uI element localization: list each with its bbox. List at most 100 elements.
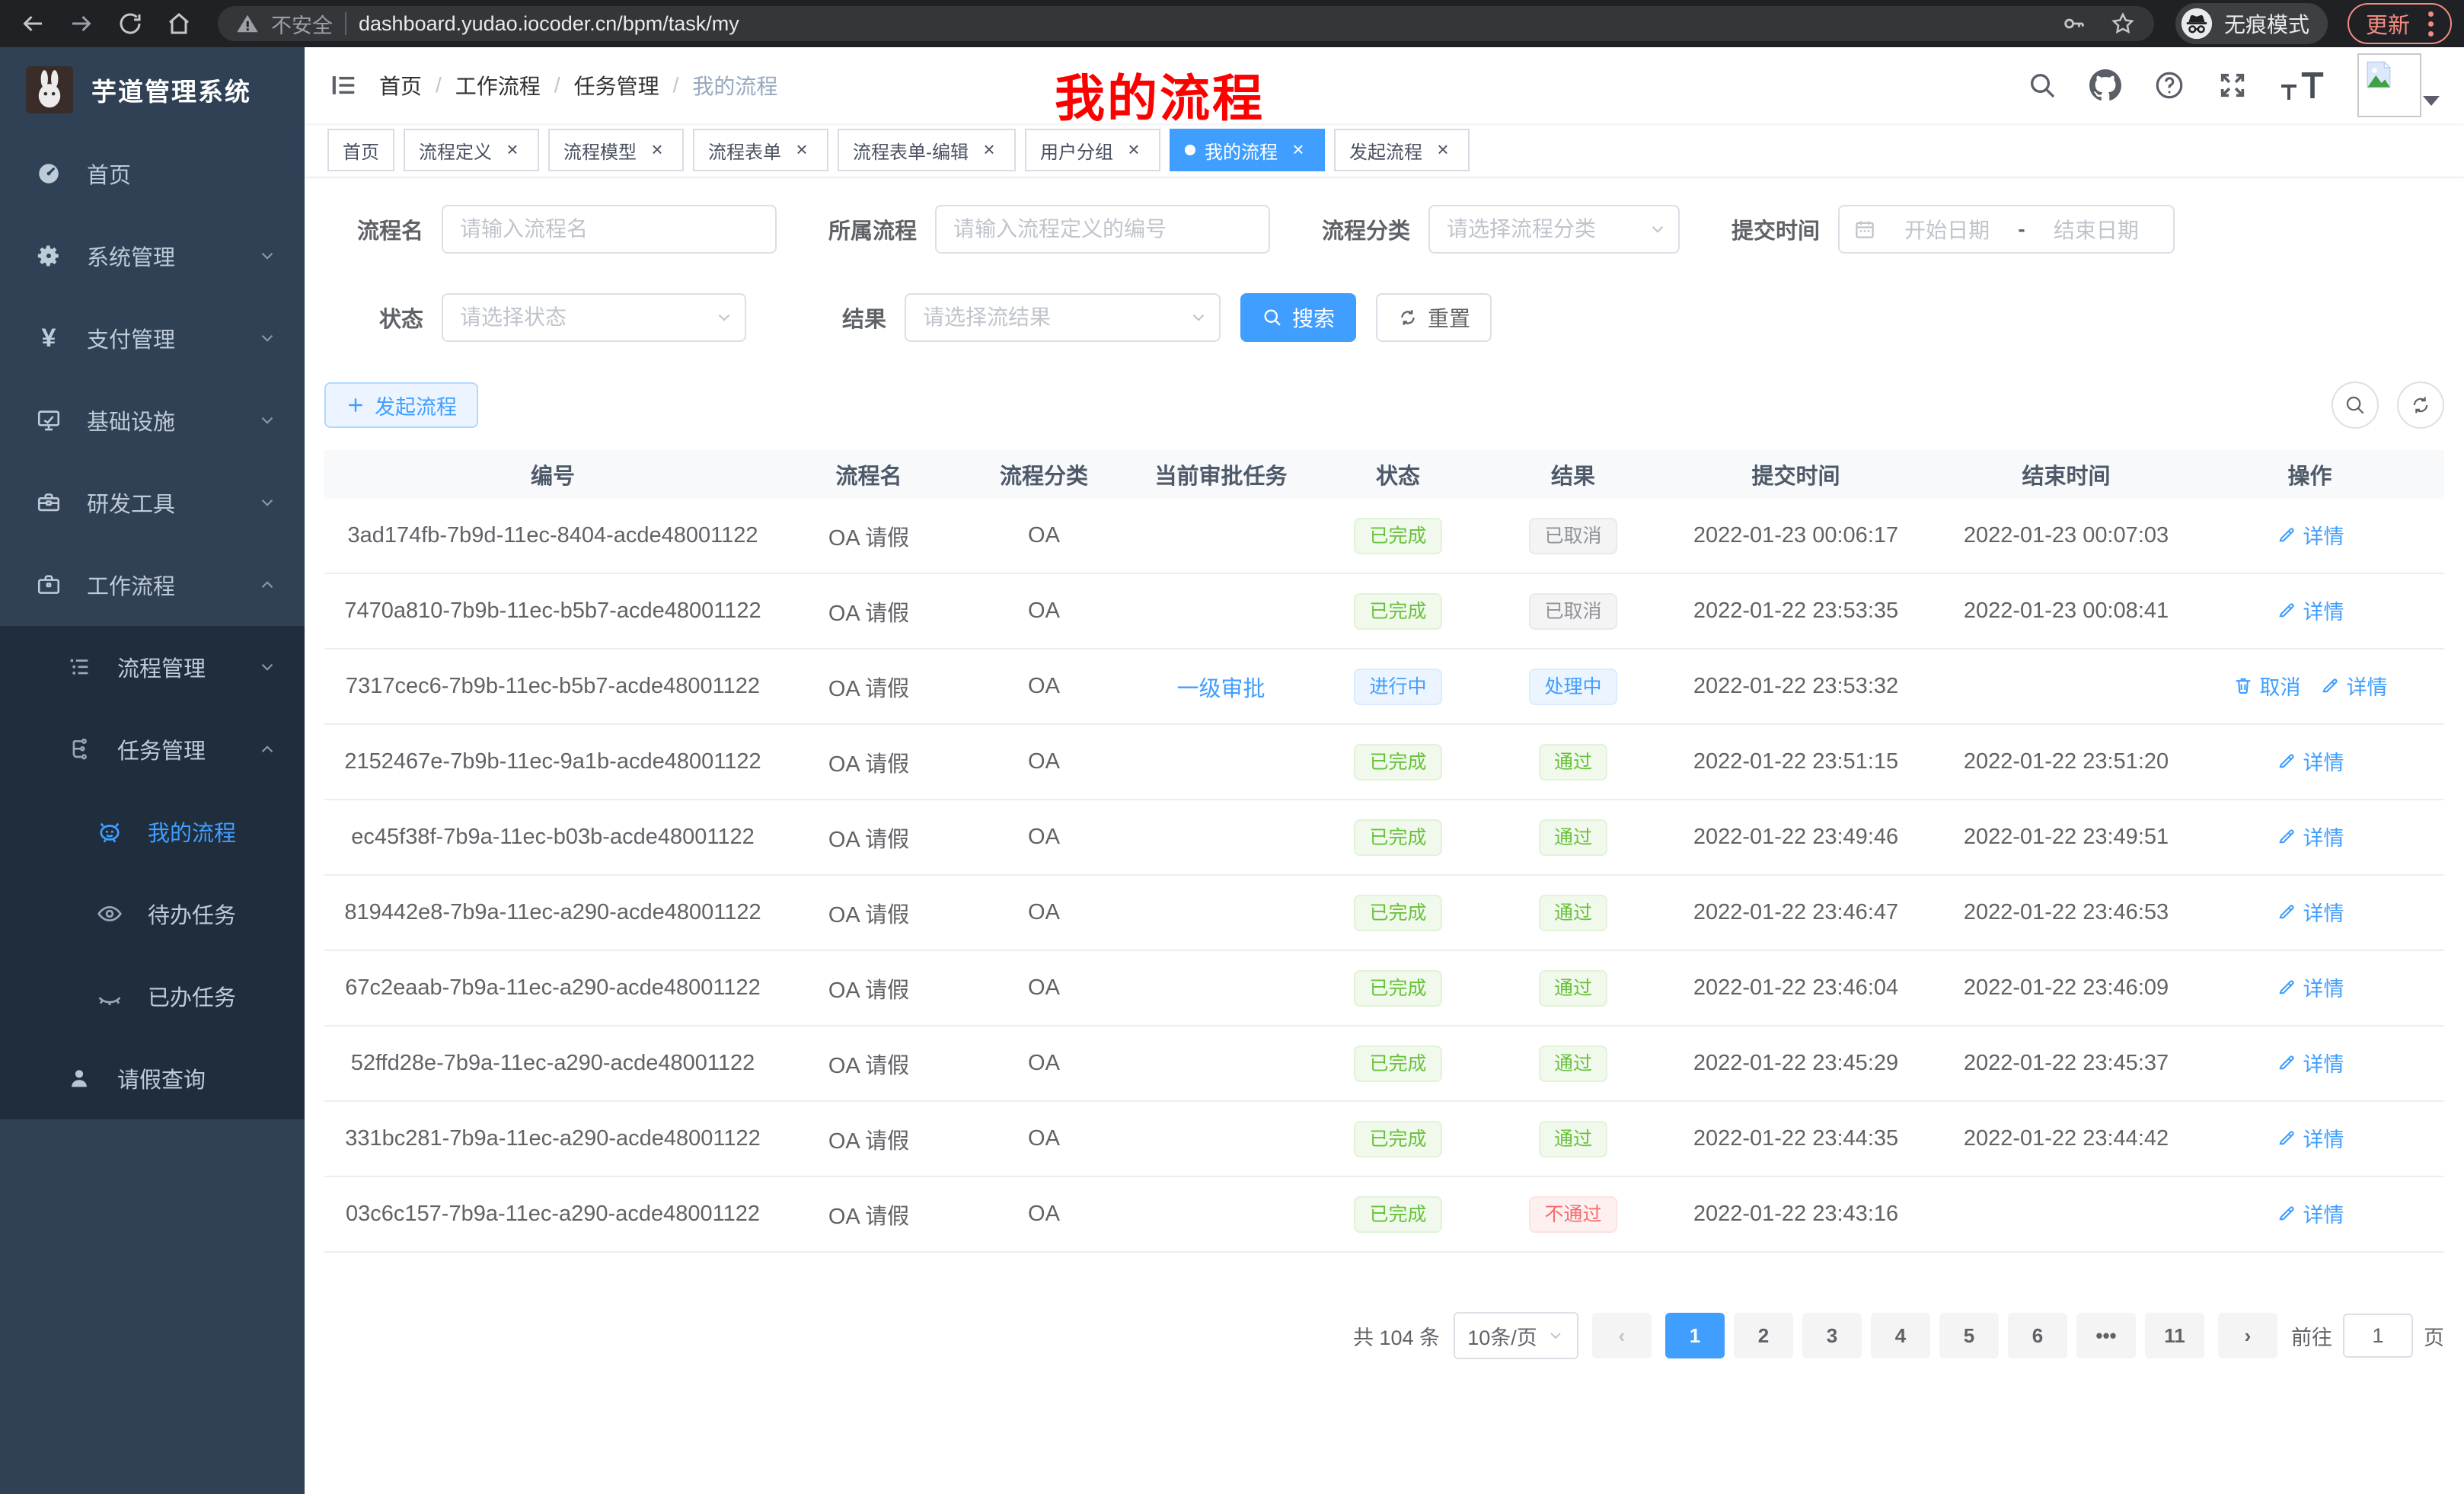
- detail-link[interactable]: 详情: [2319, 671, 2388, 701]
- tab-流程表单[interactable]: 流程表单 ×: [693, 129, 828, 171]
- tab-close-icon[interactable]: ×: [651, 138, 663, 161]
- tab-流程定义[interactable]: 流程定义 ×: [404, 129, 539, 171]
- page-button-2[interactable]: 2: [1734, 1313, 1793, 1358]
- column-header: 状态: [1375, 464, 1420, 489]
- date-range-picker[interactable]: 开始日期 - 结束日期: [1838, 205, 2175, 254]
- sidebar-item-infrastructure[interactable]: 基础设施: [0, 379, 305, 461]
- page-button-4[interactable]: 4: [1871, 1313, 1930, 1358]
- sidebar-item-todo-tasks[interactable]: 待办任务: [0, 873, 305, 955]
- next-page-button[interactable]: ›: [2218, 1313, 2277, 1358]
- page-button-6[interactable]: 6: [2008, 1313, 2067, 1358]
- column-header: 提交时间: [1751, 464, 1840, 489]
- tab-close-icon[interactable]: ×: [506, 138, 519, 161]
- sidebar-item-payment[interactable]: ¥ 支付管理: [0, 297, 305, 379]
- detail-link[interactable]: 详情: [2276, 1123, 2344, 1153]
- prev-page-button[interactable]: ‹: [1592, 1313, 1652, 1358]
- goto-page-input[interactable]: [2343, 1314, 2413, 1358]
- refresh-table-button[interactable]: [2397, 381, 2444, 429]
- page-button-3[interactable]: 3: [1802, 1313, 1862, 1358]
- search-icon[interactable]: [2027, 70, 2057, 101]
- row-status: 已完成: [1310, 969, 1486, 1007]
- range-separator: -: [2018, 217, 2025, 241]
- avatar-caret-icon[interactable]: [2423, 96, 2440, 106]
- tab-流程表单-编辑[interactable]: 流程表单-编辑 ×: [838, 129, 1016, 171]
- create-process-button[interactable]: 发起流程: [324, 382, 478, 428]
- browser-menu-icon[interactable]: [2424, 11, 2438, 37]
- sidebar-item-workflow[interactable]: 工作流程: [0, 544, 305, 626]
- sidebar-item-done-tasks[interactable]: 已办任务: [0, 955, 305, 1037]
- detail-link[interactable]: 详情: [2276, 595, 2344, 625]
- back-icon[interactable]: [12, 6, 53, 41]
- detail-link[interactable]: 详情: [2276, 1048, 2344, 1077]
- row-process-name: OA 请假: [828, 978, 910, 1003]
- category-select[interactable]: [1428, 205, 1680, 254]
- font-size-icon[interactable]: [2280, 69, 2325, 101]
- forward-icon[interactable]: [61, 6, 102, 41]
- avatar[interactable]: [2357, 53, 2421, 117]
- cancel-link[interactable]: 取消: [2233, 671, 2301, 701]
- collapse-sidebar-icon[interactable]: [329, 71, 358, 100]
- tab-close-icon[interactable]: ×: [796, 138, 808, 161]
- detail-link[interactable]: 详情: [2276, 1199, 2344, 1228]
- tab-我的流程[interactable]: 我的流程 ×: [1170, 129, 1325, 171]
- sidebar-item-devtools[interactable]: 研发工具: [0, 461, 305, 544]
- search-icon: [1264, 309, 1281, 326]
- status-select[interactable]: [442, 293, 746, 342]
- search-icon: [2346, 396, 2364, 414]
- breadcrumb-item[interactable]: 任务管理: [573, 75, 659, 98]
- key-icon[interactable]: [2061, 11, 2087, 37]
- yen-icon: ¥: [41, 323, 56, 353]
- breadcrumb-separator: /: [436, 73, 442, 97]
- row-status: 已完成: [1310, 1196, 1486, 1233]
- sidebar-item-leave-query[interactable]: 请假查询: [0, 1037, 305, 1119]
- table-row: 7470a810-7b9b-11ec-b5b7-acde48001122 OA 请…: [324, 574, 2444, 650]
- tab-首页[interactable]: 首页: [327, 129, 394, 171]
- sidebar-item-process-management[interactable]: 流程管理: [0, 626, 305, 708]
- address-bar[interactable]: 不安全 dashboard.yudao.iocoder.cn/bpm/task/…: [218, 6, 2154, 41]
- bookmark-star-icon[interactable]: [2110, 11, 2136, 37]
- reset-button[interactable]: 重置: [1376, 293, 1492, 342]
- sidebar-item-system[interactable]: 系统管理: [0, 215, 305, 297]
- search-button-label: 搜索: [1292, 307, 1336, 330]
- sidebar-item-task-management[interactable]: 任务管理: [0, 708, 305, 790]
- help-icon[interactable]: [2153, 69, 2185, 101]
- reload-icon[interactable]: [110, 6, 151, 41]
- page-button-1[interactable]: 1: [1665, 1313, 1725, 1358]
- row-status: 已完成: [1310, 819, 1486, 856]
- row-category: OA: [1028, 599, 1060, 623]
- row-category: OA: [1028, 749, 1060, 774]
- breadcrumb-item[interactable]: 工作流程: [455, 75, 541, 98]
- home-icon[interactable]: [158, 6, 199, 41]
- detail-link[interactable]: 详情: [2276, 520, 2344, 550]
- detail-link[interactable]: 详情: [2276, 746, 2344, 776]
- github-icon[interactable]: [2089, 69, 2121, 101]
- detail-link[interactable]: 详情: [2276, 972, 2344, 1002]
- row-result: 已取消: [1486, 592, 1661, 630]
- tab-流程模型[interactable]: 流程模型 ×: [548, 129, 684, 171]
- page-more-button[interactable]: •••: [2076, 1313, 2136, 1358]
- browser-update-button[interactable]: 更新: [2347, 3, 2452, 44]
- show-search-toggle-button[interactable]: [2332, 381, 2379, 429]
- page-button-5[interactable]: 5: [1939, 1313, 1999, 1358]
- page-size-select[interactable]: 10条/页: [1454, 1312, 1578, 1359]
- current-task-link[interactable]: 一级审批: [1176, 676, 1266, 701]
- detail-link[interactable]: 详情: [2276, 822, 2344, 851]
- row-category: OA: [1028, 1051, 1060, 1075]
- breadcrumb-item[interactable]: 首页: [379, 75, 423, 98]
- tab-close-icon[interactable]: ×: [983, 138, 995, 161]
- tab-用户分组[interactable]: 用户分组 ×: [1025, 129, 1160, 171]
- fullscreen-icon[interactable]: [2217, 70, 2248, 101]
- sidebar-item-my-process[interactable]: 我的流程: [0, 790, 305, 873]
- page-size-label: 10条/页: [1467, 1326, 1537, 1349]
- tab-发起流程[interactable]: 发起流程 ×: [1334, 129, 1470, 171]
- tab-close-icon[interactable]: ×: [1292, 138, 1304, 161]
- process-def-input[interactable]: [935, 205, 1270, 254]
- process-name-input[interactable]: [442, 205, 777, 254]
- result-select[interactable]: [905, 293, 1221, 342]
- search-button[interactable]: 搜索: [1240, 293, 1357, 342]
- tab-close-icon[interactable]: ×: [1437, 138, 1449, 161]
- sidebar-item-home[interactable]: 首页: [0, 132, 305, 215]
- tab-close-icon[interactable]: ×: [1128, 138, 1140, 161]
- page-button-11[interactable]: 11: [2145, 1313, 2204, 1358]
- detail-link[interactable]: 详情: [2276, 897, 2344, 927]
